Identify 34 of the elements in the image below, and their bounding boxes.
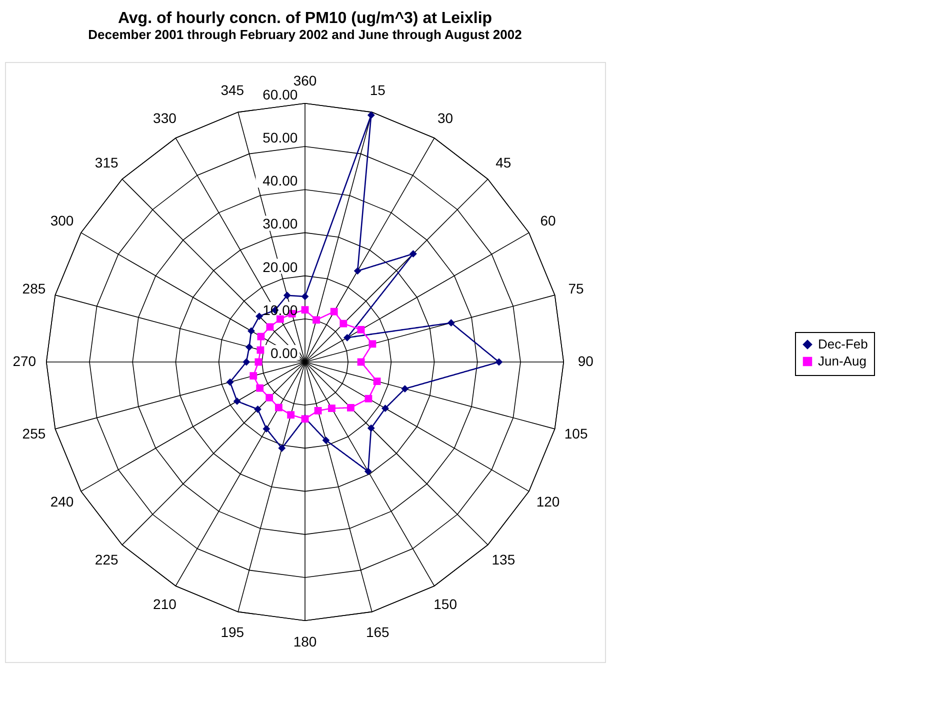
- spoke-label: 180: [293, 634, 317, 650]
- chart-title: Avg. of hourly concn. of PM10 (ug/m^3) at Leixlip: [118, 10, 492, 27]
- spoke-label: 75: [568, 280, 584, 296]
- spoke-label: 345: [220, 82, 244, 98]
- spoke-label: 135: [492, 551, 516, 568]
- y-tick-label: 30.00: [262, 216, 298, 232]
- y-tick-label: 0.00: [270, 345, 298, 361]
- spoke-label: 285: [22, 280, 46, 296]
- spoke-label: 300: [50, 212, 74, 229]
- spoke-label: 60: [540, 212, 556, 229]
- chart-subtitle: December 2001 through February 2002 and June through August 2002: [88, 27, 522, 42]
- spoke-label: 225: [94, 551, 118, 568]
- spoke-label: 330: [153, 110, 177, 126]
- spoke-label: 120: [536, 493, 560, 510]
- spoke-label: 360: [293, 72, 317, 88]
- y-tick-label: 50.00: [262, 129, 298, 146]
- spoke-label: 315: [94, 154, 118, 171]
- spoke-label: 255: [22, 426, 46, 442]
- spoke-label: 45: [496, 154, 512, 171]
- spoke-label: 90: [578, 353, 594, 369]
- spoke-label: 210: [153, 596, 177, 612]
- spoke-label: 240: [50, 493, 74, 510]
- spoke-label: 195: [220, 624, 244, 640]
- legend-label: Jun-Aug: [818, 354, 866, 368]
- spoke-label: 105: [564, 426, 588, 442]
- spoke-label: 165: [366, 624, 390, 640]
- spoke-label: 270: [12, 353, 36, 369]
- y-tick-label: 40.00: [262, 172, 298, 189]
- spoke-label: 30: [438, 110, 454, 126]
- y-tick-label: 60.00: [262, 86, 298, 102]
- y-tick-label: 20.00: [262, 258, 298, 275]
- spoke-label: 150: [434, 596, 458, 612]
- legend-label: Dec-Feb: [818, 336, 868, 352]
- spoke-label: 15: [370, 82, 386, 98]
